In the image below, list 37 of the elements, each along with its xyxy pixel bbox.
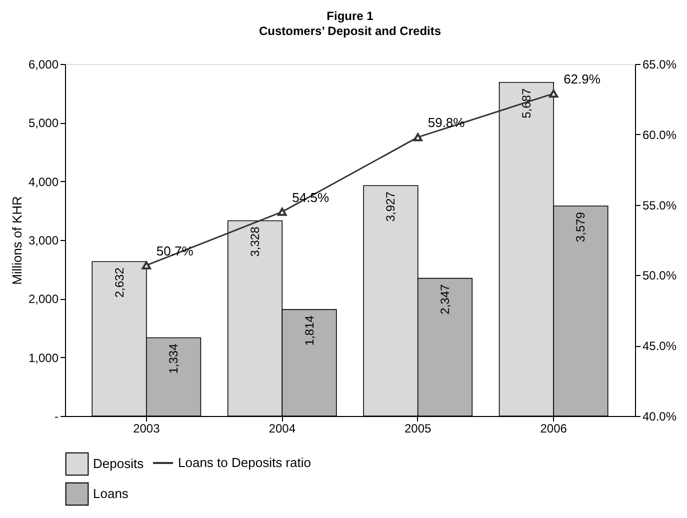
- data-label: 3,927: [384, 191, 398, 222]
- x-tick-label: 2006: [540, 422, 568, 436]
- point: [142, 261, 151, 270]
- legend-label: Loans to Deposits ratio: [178, 455, 311, 470]
- x-tick-label: 2003: [133, 422, 160, 436]
- y-tick-label: 3,000: [28, 234, 59, 248]
- point: [278, 208, 287, 216]
- legend-label: Loans: [93, 486, 129, 501]
- data-label: 2,632: [112, 267, 126, 298]
- x-tick-label: 2004: [268, 422, 296, 436]
- y2-tick-label: 45.0%: [642, 339, 677, 354]
- data-label: 59.8%: [428, 115, 466, 130]
- y-tick-label: -: [54, 410, 58, 424]
- y-tick-label: 5,000: [28, 116, 59, 130]
- point: [549, 90, 558, 98]
- y2-tick-label: 55.0%: [642, 198, 677, 212]
- data-label: 62.9%: [564, 72, 601, 87]
- point: [413, 133, 422, 142]
- chart-subtitle: Customers’ Deposit and Credits: [258, 24, 442, 38]
- data-label: 2,347: [438, 284, 452, 314]
- data-label: 5,687: [519, 88, 534, 118]
- data-label: 3,579: [574, 212, 588, 242]
- data-label: 1,334: [166, 343, 181, 374]
- y-tick-label: 1,000: [28, 350, 59, 365]
- y-tick-label: 6,000: [28, 58, 59, 72]
- y2-tick-label: 40.0%: [642, 410, 677, 424]
- data-label: 3,328: [248, 226, 262, 257]
- y2-tick-label: 65.0%: [642, 58, 677, 72]
- y-axis-title: Millions of KHR: [9, 196, 24, 285]
- data-label: 1,814: [302, 315, 316, 346]
- y-tick-label: 4,000: [28, 174, 59, 189]
- y2-tick-label: 60.0%: [642, 128, 677, 142]
- chart-title: Figure 1: [326, 9, 374, 23]
- legend-label: Deposits: [93, 456, 144, 471]
- y-tick-label: 2,000: [28, 292, 59, 306]
- x-tick-label: 2005: [404, 422, 432, 436]
- y2-tick-label: 50.0%: [642, 268, 677, 283]
